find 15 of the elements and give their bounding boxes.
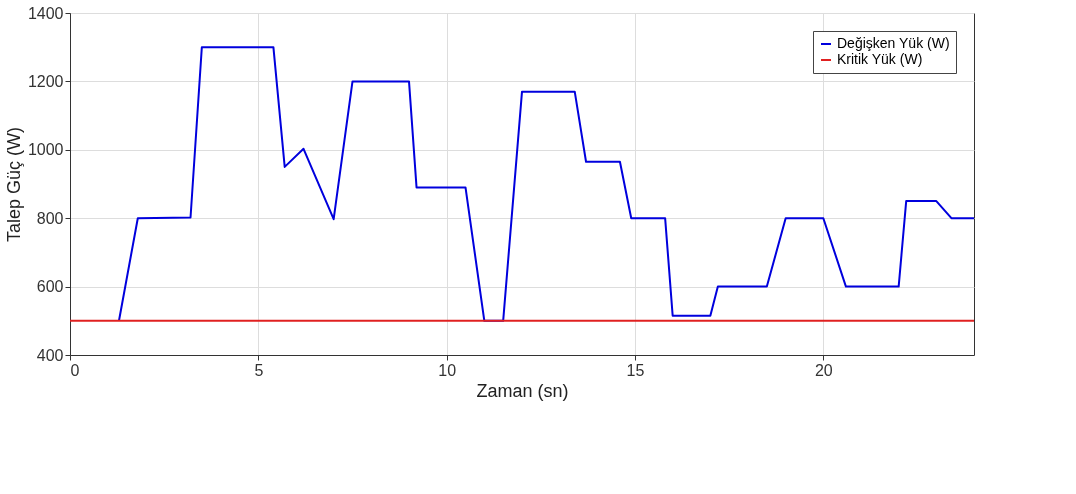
x-tick-label: 0 [70,361,80,379]
x-tick-label: 10 [438,361,457,379]
y-tick-label: 1200 [27,72,64,90]
y-tick-label: 800 [36,209,64,227]
legend-label: Değişken Yük (W) [837,35,950,51]
x-tick-label: 15 [626,361,645,379]
x-tick-label: 5 [254,361,264,379]
legend-label: Kritik Yük (W) [837,51,923,67]
x-axis-title: Zaman (sn) [476,380,569,401]
y-tick-label: 1000 [27,141,64,159]
y-tick-label: 1400 [27,4,64,22]
y-tick-label: 400 [36,346,64,364]
y-axis-title: Talep Güç (W) [3,126,24,243]
y-tick-label: 600 [36,278,64,296]
x-tick-label: 20 [814,361,833,379]
